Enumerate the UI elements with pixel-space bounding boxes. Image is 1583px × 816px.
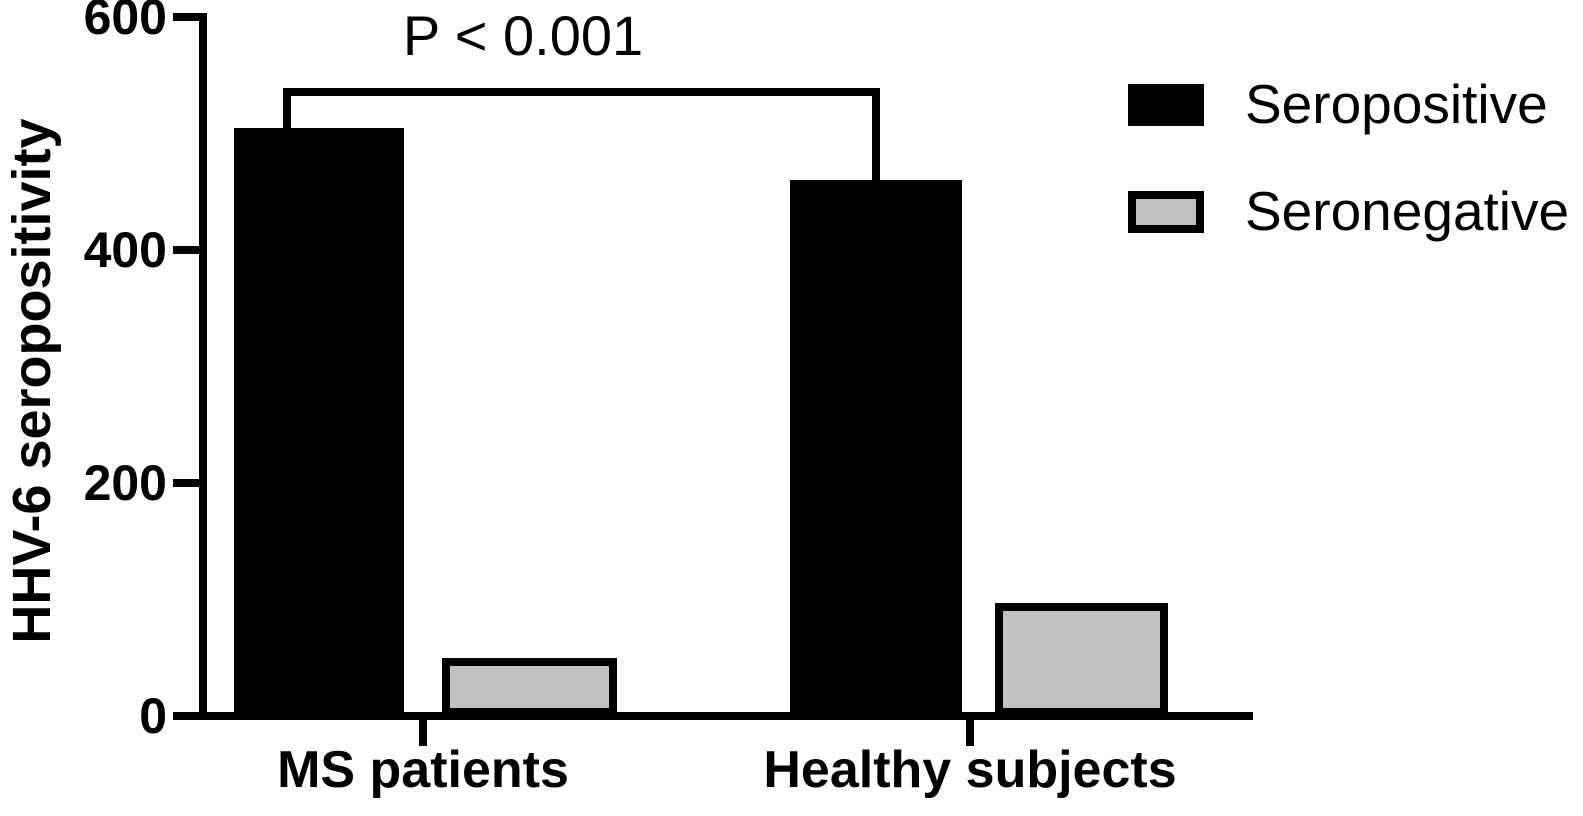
bar-healthy-seronegative bbox=[995, 603, 1168, 716]
y-tick-label-200: 200 bbox=[83, 455, 167, 511]
y-tick-label-400: 400 bbox=[83, 222, 167, 278]
bar-ms-seropositive bbox=[234, 127, 404, 716]
y-tick-line-200 bbox=[173, 479, 203, 487]
y-axis-spine bbox=[199, 13, 207, 720]
significance-bracket-left-vertical bbox=[283, 88, 291, 130]
legend-row-seronegative: Seronegative bbox=[1128, 184, 1569, 239]
legend-label-seropositive: Seropositive bbox=[1245, 73, 1548, 135]
p-value-annotation: P < 0.001 bbox=[402, 4, 644, 67]
legend-row-seropositive: Seropositive bbox=[1128, 77, 1569, 132]
bar-healthy-seropositive bbox=[790, 180, 962, 716]
legend-swatch-seronegative-icon bbox=[1128, 190, 1204, 233]
plot-area: 0 200 400 600 bbox=[84, 0, 1248, 741]
x-category-label-ms-patients: MS patients bbox=[277, 741, 569, 799]
significance-bracket-horizontal bbox=[283, 88, 880, 96]
x-category-label-healthy-subjects: Healthy subjects bbox=[763, 741, 1177, 799]
legend-label-seronegative: Seronegative bbox=[1245, 180, 1570, 242]
x-tick-healthy-subjects bbox=[966, 718, 974, 746]
bar-ms-seronegative bbox=[442, 657, 617, 716]
y-tick-line-400 bbox=[173, 246, 203, 254]
legend-swatch-seropositive-icon bbox=[1128, 83, 1204, 126]
y-tick-label-0: 0 bbox=[139, 688, 167, 744]
y-tick-label-600: 600 bbox=[83, 0, 167, 45]
y-tick-line-0 bbox=[173, 712, 203, 720]
legend: Seropositive Seronegative bbox=[1128, 77, 1569, 239]
y-tick-line-600 bbox=[173, 13, 203, 21]
significance-bracket-right-vertical bbox=[872, 88, 880, 184]
x-tick-ms-patients bbox=[419, 718, 427, 746]
y-axis-title: HHV-6 seropositivity bbox=[2, 118, 62, 644]
x-axis-spine bbox=[199, 712, 1253, 720]
